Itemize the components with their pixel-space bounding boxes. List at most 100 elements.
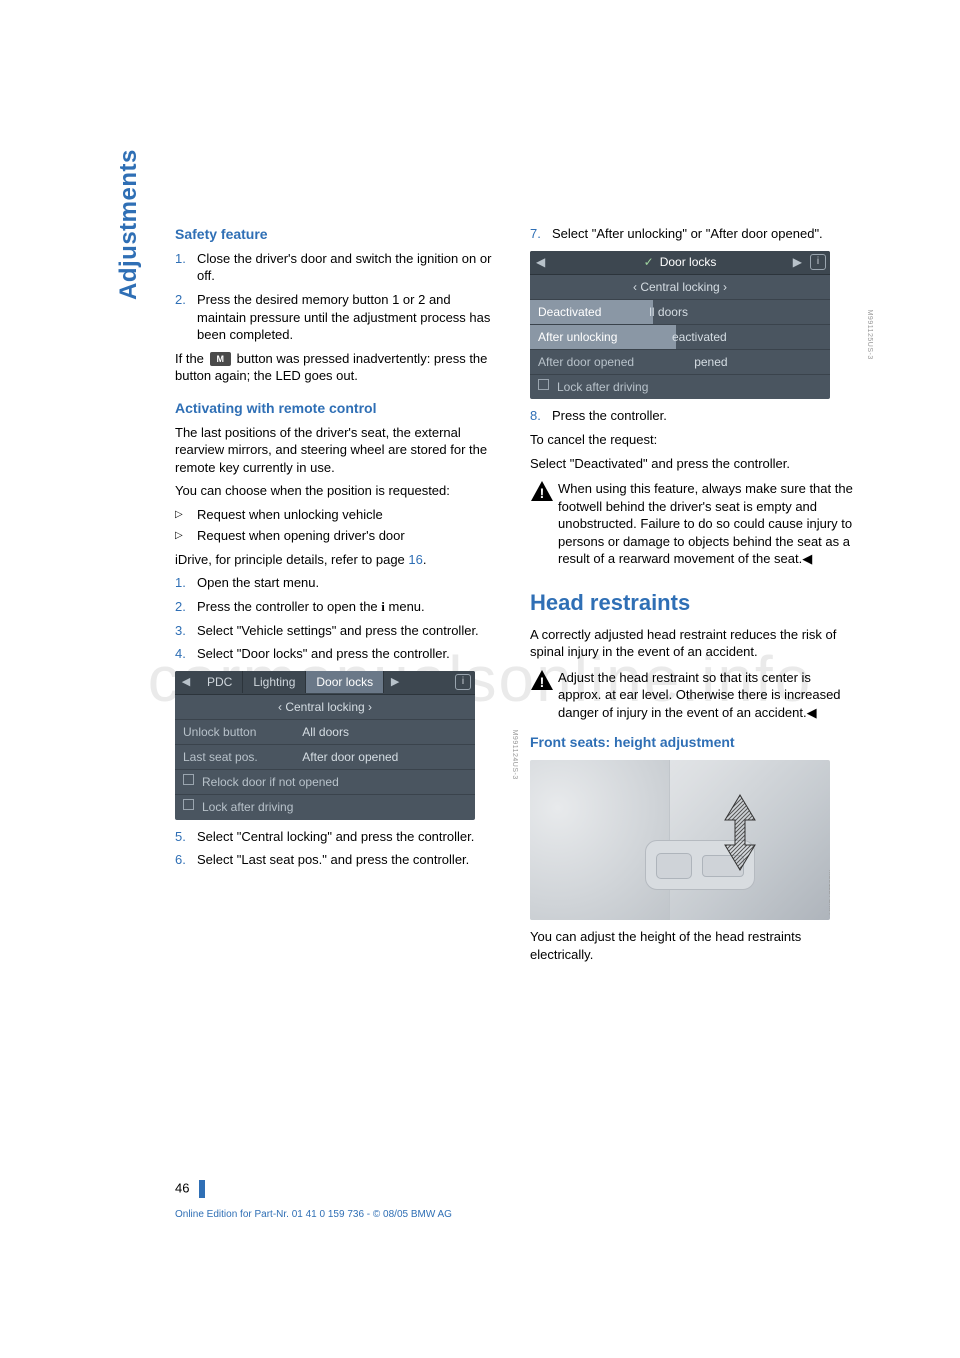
- warning-note: ! Adjust the head restraint so that its …: [530, 669, 855, 722]
- text: iDrive, for principle details, refer to …: [175, 552, 408, 567]
- screenshot-door-locks-1: ◀ PDC Lighting Door locks ▶ i ‹ Central …: [175, 671, 500, 820]
- right-column: 7. Select "After unlocking" or "After do…: [530, 225, 855, 969]
- warning-note: ! When using this feature, always make s…: [530, 480, 855, 568]
- screen-tabbar: ◀ PDC Lighting Door locks ▶ i: [175, 671, 475, 695]
- svg-text:!: !: [540, 674, 545, 690]
- steps-central-locking: 5. Select "Central locking" and press th…: [175, 828, 500, 869]
- page-ref-link[interactable]: 16: [408, 552, 422, 567]
- paragraph: To cancel the request:: [530, 431, 855, 449]
- bullet-text: Request when unlocking vehicle: [197, 506, 500, 524]
- paragraph: Select "Deactivated" and press the contr…: [530, 455, 855, 473]
- triangle-icon: ▷: [175, 506, 197, 524]
- double-arrow-icon: [710, 790, 770, 880]
- heading-head-restraints: Head restraints: [530, 588, 855, 618]
- note-text: When using this feature, always make sur…: [558, 480, 855, 568]
- figure-caption: M991125US-3: [864, 310, 873, 360]
- step-item: 4. Select "Door locks" and press the con…: [175, 645, 500, 663]
- bullet-list: ▷ Request when unlocking vehicle ▷ Reque…: [175, 506, 500, 545]
- row-value: pened: [694, 354, 822, 370]
- screen-row: Unlock button All doors: [175, 720, 475, 745]
- step-item: 2. Press the controller to open the i me…: [175, 598, 500, 616]
- page-content: Safety feature 1. Close the driver's doo…: [175, 225, 855, 969]
- left-arrow-icon: ◀: [536, 254, 545, 270]
- step-item: 2. Press the desired memory button 1 or …: [175, 291, 500, 344]
- step-text: Select "Central locking" and press the c…: [197, 828, 500, 846]
- screen-subtitle: ‹ Central locking ›: [175, 695, 475, 720]
- step-text: Select "Last seat pos." and press the co…: [197, 851, 500, 869]
- warning-icon: !: [530, 669, 558, 722]
- step-item: 1. Close the driver's door and switch th…: [175, 250, 500, 285]
- m-button-icon: M: [210, 352, 232, 366]
- step-number: 2.: [175, 598, 197, 616]
- side-section-title: Adjustments: [115, 149, 143, 300]
- page-number: 46: [175, 1180, 189, 1195]
- paragraph-idrive: iDrive, for principle details, refer to …: [175, 551, 500, 569]
- paragraph: You can adjust the height of the head re…: [530, 928, 855, 963]
- seat-shape: [530, 760, 670, 920]
- heading-front-seats: Front seats: height adjustment: [530, 733, 855, 752]
- triangle-icon: ▷: [175, 527, 197, 545]
- step-text: Open the start menu.: [197, 574, 500, 592]
- screen-row: After unlocking eactivated: [530, 325, 830, 350]
- step-text: Close the driver's door and switch the i…: [197, 250, 500, 285]
- paragraph: You can choose when the position is requ…: [175, 482, 500, 500]
- bullet-item: ▷ Request when unlocking vehicle: [175, 506, 500, 524]
- step-number: 7.: [530, 225, 552, 243]
- screen-checkbox-row: Lock after driving: [175, 795, 475, 819]
- checkbox-label: Lock after driving: [202, 799, 293, 815]
- step-number: 6.: [175, 851, 197, 869]
- checkbox-icon: [538, 379, 549, 390]
- bullet-text: Request when opening driver's door: [197, 527, 500, 545]
- steps-after-unlocking: 7. Select "After unlocking" or "After do…: [530, 225, 855, 243]
- photo-headrest-adjust: M991127OMA: [530, 760, 830, 920]
- figure-caption: M991127OMA: [826, 870, 830, 915]
- left-column: Safety feature 1. Close the driver's doo…: [175, 225, 500, 969]
- left-arrow-icon: ◀: [175, 675, 197, 690]
- footer-edition-line: Online Edition for Part-Nr. 01 41 0 159 …: [175, 1209, 452, 1220]
- step-text: Press the controller.: [552, 407, 855, 425]
- step-item: 7. Select "After unlocking" or "After do…: [530, 225, 855, 243]
- figure-caption: M991124US-3: [509, 730, 518, 780]
- screen-subtitle: ‹ Central locking ›: [530, 275, 830, 300]
- step-number: 5.: [175, 828, 197, 846]
- row-value: ll doors: [649, 304, 814, 320]
- step-text: Select "Door locks" and press the contro…: [197, 645, 500, 663]
- steps-idrive: 1. Open the start menu. 2. Press the con…: [175, 574, 500, 662]
- tab-door-locks: Door locks: [306, 671, 384, 693]
- page-footer: 46: [175, 1180, 205, 1198]
- step-number: 1.: [175, 250, 197, 285]
- text: .: [423, 552, 427, 567]
- heading-activating-remote: Activating with remote control: [175, 399, 500, 418]
- svg-text:!: !: [540, 485, 545, 501]
- step-item: 8. Press the controller.: [530, 407, 855, 425]
- right-arrow-icon: ▶: [793, 254, 802, 270]
- tab-pdc: PDC: [197, 671, 243, 693]
- page-bar-icon: [199, 1180, 205, 1198]
- idrive-screen: ◀ PDC Lighting Door locks ▶ i ‹ Central …: [175, 671, 475, 820]
- row-label: Deactivated: [530, 300, 653, 324]
- screen-checkbox-row: Relock door if not opened: [175, 770, 475, 795]
- paragraph-m-button: If the M button was pressed inadvertentl…: [175, 350, 500, 385]
- text: Press the controller to open the: [197, 599, 381, 614]
- row-label: After door opened: [538, 354, 694, 370]
- step-item: 5. Select "Central locking" and press th…: [175, 828, 500, 846]
- step-text: Press the desired memory button 1 or 2 a…: [197, 291, 500, 344]
- screenshot-door-locks-2: ◀ ✓ Door locks ▶ i ‹ Central locking › D…: [530, 251, 855, 400]
- warning-icon: !: [530, 480, 558, 568]
- note-text: Adjust the head restraint so that its ce…: [558, 669, 855, 722]
- screen-titlebar: ◀ ✓ Door locks ▶ i: [530, 251, 830, 275]
- step-item: 1. Open the start menu.: [175, 574, 500, 592]
- step-number: 8.: [530, 407, 552, 425]
- info-icon: i: [455, 674, 471, 690]
- bullet-item: ▷ Request when opening driver's door: [175, 527, 500, 545]
- step-text: Press the controller to open the i menu.: [197, 598, 500, 616]
- info-icon: i: [810, 254, 826, 270]
- screen-row: After door opened pened: [530, 350, 830, 375]
- idrive-screen: ◀ ✓ Door locks ▶ i ‹ Central locking › D…: [530, 251, 830, 400]
- paragraph: A correctly adjusted head restraint redu…: [530, 626, 855, 661]
- check-icon: ✓: [644, 254, 654, 270]
- row-value: eactivated: [672, 329, 814, 345]
- step-item: 3. Select "Vehicle settings" and press t…: [175, 622, 500, 640]
- step-text: Select "After unlocking" or "After door …: [552, 225, 855, 243]
- heading-safety-feature: Safety feature: [175, 225, 500, 244]
